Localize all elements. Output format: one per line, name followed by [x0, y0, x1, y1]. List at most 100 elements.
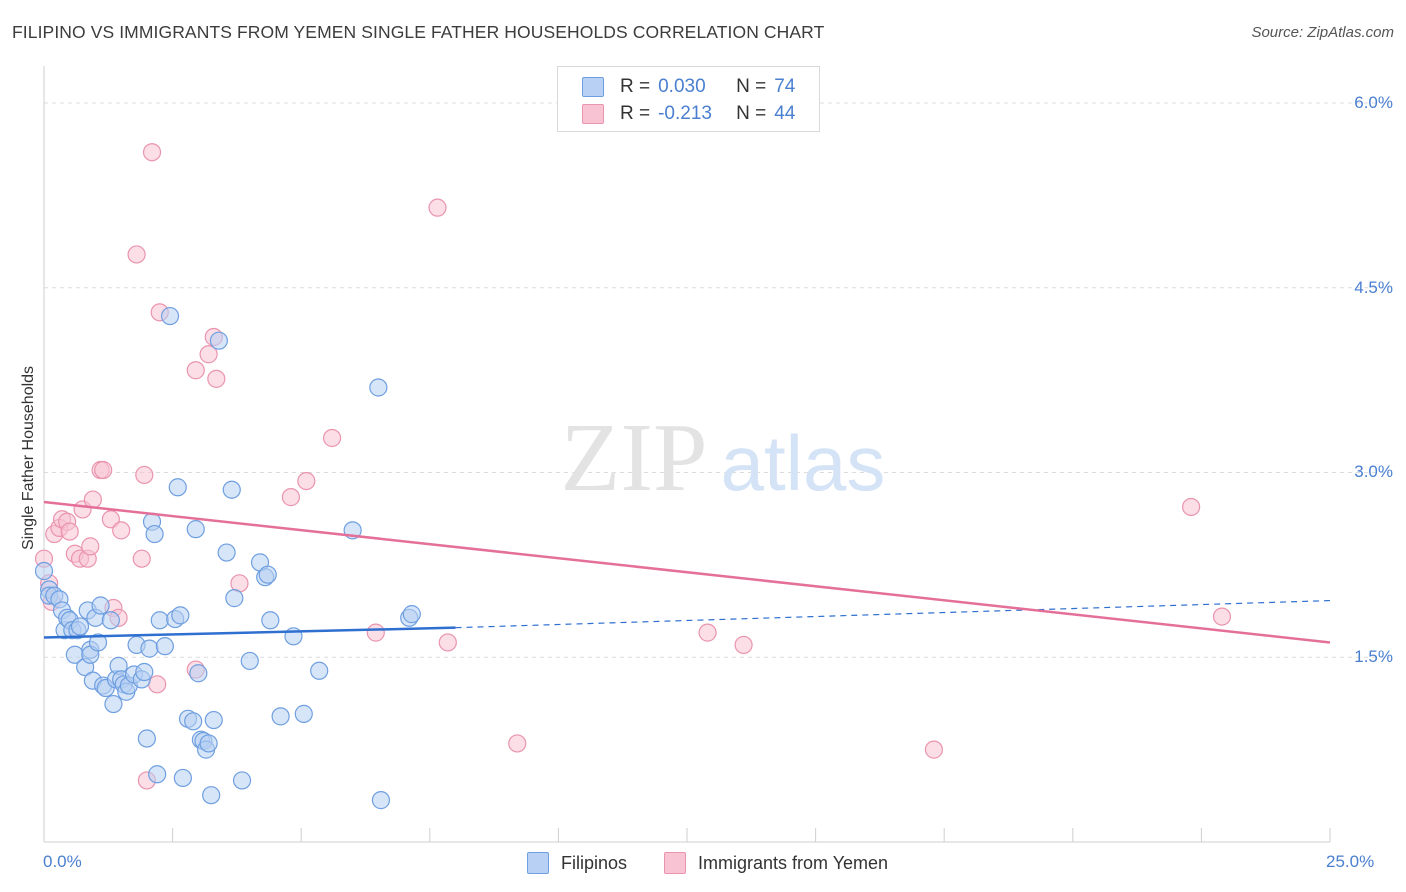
- filipinos-point-54: [199, 734, 218, 753]
- filipinos-point-62: [240, 651, 259, 671]
- n-value: 44: [774, 103, 796, 124]
- y-tick-label-0: 1.5%: [1354, 647, 1393, 667]
- source-label: Source: ZipAtlas.com: [1251, 24, 1394, 41]
- r-value: 0.030: [658, 76, 706, 97]
- yemen-point-31: [207, 369, 226, 388]
- r-value: -0.213: [658, 103, 712, 124]
- n-label: N =: [736, 103, 767, 124]
- stats-row-yemen: R = -0.213 N = 44: [582, 102, 795, 126]
- filipinos-point-36: [140, 639, 159, 658]
- y-tick-label-1: 3.0%: [1354, 462, 1393, 482]
- yemen-point-21: [132, 549, 151, 568]
- yemen-point-35: [322, 428, 342, 448]
- yemen-point-41: [734, 635, 753, 655]
- points-filipinos: [34, 306, 421, 810]
- n-value: 74: [774, 76, 796, 97]
- r-label: R =: [620, 103, 651, 124]
- yemen-point-19: [112, 521, 131, 540]
- yemen-point-25: [148, 675, 167, 694]
- legend-swatch-pink: [664, 852, 686, 874]
- legend-label: Immigrants from Yemen: [698, 852, 889, 873]
- watermark-atlas: atlas: [721, 419, 886, 507]
- trend-line-filipinos-extension: [455, 599, 1331, 629]
- filipinos-point-23: [101, 611, 120, 630]
- filipinos-point-65: [258, 565, 277, 584]
- swatch-blue: [582, 77, 604, 97]
- filipinos-point-46: [173, 768, 192, 788]
- filipinos-point-40: [150, 611, 169, 630]
- yemen-point-15: [94, 460, 113, 480]
- yemen-point-29: [199, 345, 218, 364]
- yemen-point-36: [366, 623, 385, 642]
- stats-legend: R = 0.030 N = 74 R = -0.213 N = 44: [557, 66, 820, 132]
- chart-title: FILIPINO VS IMMIGRANTS FROM YEMEN SINGLE…: [12, 22, 825, 42]
- r-label: R =: [620, 76, 651, 97]
- yemen-point-43: [1182, 497, 1201, 517]
- yemen-point-42: [924, 740, 944, 759]
- filipinos-point-61: [232, 771, 252, 790]
- yemen-point-33: [281, 488, 301, 507]
- legend-item-yemen[interactable]: Immigrants from Yemen: [664, 852, 888, 874]
- yemen-point-34: [297, 471, 316, 491]
- filipinos-point-19: [88, 633, 108, 652]
- filipinos-point-56: [204, 710, 223, 730]
- filipinos-point-57: [209, 331, 228, 350]
- grid-lines: [44, 102, 1390, 658]
- filipinos-point-41: [155, 637, 174, 656]
- filipinos-point-72: [369, 378, 388, 397]
- yemen-point-16: [101, 510, 120, 529]
- filipinos-point-49: [186, 520, 205, 539]
- x-tick-max: 25.0%: [1326, 852, 1375, 871]
- y-tick-label-3: 6.0%: [1354, 92, 1393, 112]
- filipinos-point-42: [160, 306, 180, 326]
- filipinos-point-39: [148, 765, 167, 784]
- legend-item-filipinos[interactable]: Filipinos: [527, 852, 627, 874]
- filipinos-point-20: [91, 596, 110, 615]
- stats-row-filipinos: R = 0.030 N = 74: [582, 75, 795, 99]
- filipinos-point-38: [145, 524, 164, 544]
- filipinos-point-50: [189, 664, 208, 683]
- yemen-point-28: [186, 361, 205, 380]
- filipinos-point-45: [171, 606, 190, 625]
- trend-line-filipinos: [43, 626, 456, 639]
- filipinos-point-48: [184, 712, 203, 731]
- trend-line-yemen: [43, 500, 1331, 644]
- yemen-point-22: [135, 465, 154, 485]
- trend-lines: [43, 500, 1331, 644]
- y-tick-label-2: 4.5%: [1354, 277, 1393, 297]
- filipinos-point-35: [137, 729, 156, 748]
- filipinos-point-34: [135, 662, 154, 682]
- yemen-point-20: [127, 245, 146, 264]
- filipinos-point-60: [225, 589, 244, 608]
- yemen-point-12: [81, 537, 100, 556]
- yemen-point-40: [698, 623, 717, 642]
- n-label: N =: [736, 76, 767, 97]
- yemen-point-37: [428, 198, 447, 217]
- watermark-zip: ZIP: [561, 404, 708, 512]
- filipinos-point-24: [104, 694, 123, 714]
- filipinos-point-44: [168, 478, 187, 497]
- y-axis-label: Single Father Households: [20, 365, 37, 551]
- swatch-pink: [582, 104, 604, 124]
- yemen-point-44: [1212, 607, 1232, 626]
- legend-label: Filipinos: [561, 852, 628, 873]
- x-tick-min: 0.0%: [43, 852, 82, 871]
- filipinos-point-0: [34, 561, 54, 581]
- filipinos-point-69: [294, 704, 313, 723]
- filipinos-point-12: [70, 617, 90, 636]
- legend-swatch-blue: [527, 852, 549, 874]
- filipinos-point-73: [371, 791, 391, 810]
- filipinos-point-75: [402, 605, 421, 624]
- yemen-point-24: [142, 143, 162, 162]
- filipinos-point-59: [222, 480, 241, 499]
- watermark: ZIP atlas: [561, 404, 886, 512]
- yemen-point-39: [508, 734, 527, 753]
- filipinos-point-67: [271, 707, 290, 726]
- filipinos-point-66: [261, 611, 280, 630]
- yemen-point-7: [60, 522, 79, 541]
- filipinos-point-55: [202, 786, 221, 805]
- filipinos-point-70: [310, 661, 329, 680]
- filipinos-point-58: [217, 543, 236, 562]
- yemen-point-38: [438, 633, 457, 652]
